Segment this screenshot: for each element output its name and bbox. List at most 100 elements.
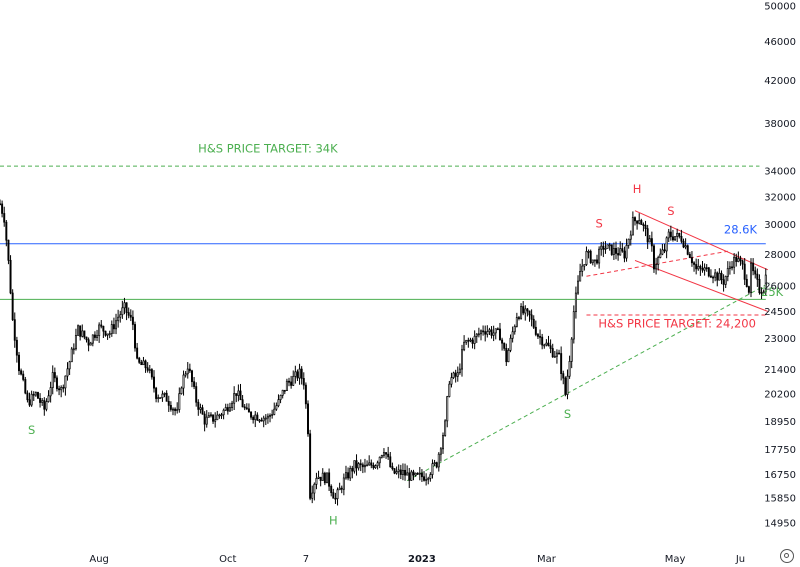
candle-body <box>277 399 280 407</box>
candle-body <box>15 339 18 356</box>
candle-body <box>707 267 710 277</box>
candle-body <box>513 326 516 333</box>
candle-body <box>311 492 314 499</box>
candle-body <box>593 259 596 262</box>
y-tick-label: 42000 <box>764 76 796 87</box>
candle-body <box>108 333 111 335</box>
candle-body <box>218 414 221 417</box>
candle-body <box>431 463 434 475</box>
y-tick-label: 18950 <box>764 417 796 428</box>
candle-body <box>477 333 480 336</box>
y-tick-label: 30000 <box>764 220 796 231</box>
candle-body <box>150 369 153 378</box>
candle-body <box>74 335 77 350</box>
candle-body <box>153 376 155 389</box>
candle-body <box>408 472 411 481</box>
candle-body <box>623 250 626 259</box>
candle-body <box>657 257 660 265</box>
candle-body <box>41 400 44 403</box>
y-tick-label: 46000 <box>764 37 796 48</box>
candle-body <box>220 414 223 417</box>
candle-body <box>416 472 419 475</box>
candle-body <box>62 386 65 389</box>
candle-body <box>43 400 46 410</box>
candle-body <box>652 245 655 270</box>
candle-body <box>482 330 485 333</box>
candle-body <box>762 291 765 294</box>
candle-body <box>505 348 508 363</box>
candle-body <box>486 331 489 335</box>
candle-body <box>260 419 263 422</box>
candle-body <box>195 386 198 403</box>
candle-body <box>45 401 48 410</box>
candle-body <box>258 419 261 422</box>
candle-body <box>720 272 723 281</box>
candle-body <box>659 253 662 258</box>
candle-body <box>28 399 31 406</box>
candle-body <box>425 479 428 481</box>
candle-body <box>551 348 554 358</box>
y-tick-label: 50000 <box>764 2 796 13</box>
candle-body <box>534 326 537 335</box>
candle-body <box>60 386 63 391</box>
y-tick-label: 17750 <box>764 445 796 456</box>
candle-body <box>340 487 343 490</box>
candle-body <box>167 400 170 406</box>
candle-body <box>294 371 297 377</box>
candle-body <box>163 392 166 395</box>
candle-body <box>722 279 725 285</box>
candle-body <box>667 231 670 239</box>
candle-body <box>262 417 265 422</box>
candle-body <box>321 472 324 481</box>
candle-body <box>20 370 23 375</box>
candle-body <box>79 325 82 337</box>
time-axis: Aug Oct 7 2023 Mar May Ju <box>89 554 745 565</box>
candle-body <box>598 248 601 264</box>
candle-body <box>490 329 493 336</box>
candle-body <box>507 349 510 363</box>
candle-body <box>328 472 331 487</box>
candle-body <box>323 472 326 484</box>
candle-body <box>144 360 147 369</box>
candle-body <box>522 306 525 314</box>
candle-body <box>562 373 565 379</box>
candle-body <box>515 317 518 327</box>
candle-body <box>566 375 569 395</box>
candle-body <box>686 245 689 255</box>
candle-body <box>743 263 746 280</box>
candle-body <box>621 248 624 252</box>
candle-body <box>410 471 413 481</box>
candle-body <box>72 348 75 351</box>
candle-body <box>596 259 598 264</box>
candle-body <box>233 393 236 404</box>
candle-body <box>290 381 293 386</box>
candle-body <box>733 256 736 268</box>
candle-body <box>456 372 459 377</box>
candle-body <box>68 361 71 370</box>
candle-body <box>467 339 470 342</box>
chart-settings-icon[interactable] <box>780 549 794 563</box>
candle-body <box>568 361 571 377</box>
candle-body <box>110 324 113 334</box>
candle-body <box>190 370 193 383</box>
candle-body <box>115 320 118 330</box>
candle-body <box>93 334 96 338</box>
candle-body <box>703 267 706 271</box>
candle-body <box>406 472 409 476</box>
candle-body <box>501 339 504 344</box>
candle-body <box>330 485 333 494</box>
candle-body <box>701 267 704 271</box>
candle-body <box>494 328 497 334</box>
candle-body <box>684 245 687 248</box>
candle-body <box>604 248 607 250</box>
candle-body <box>427 478 430 480</box>
candle-body <box>693 262 696 265</box>
candle-body <box>655 264 658 270</box>
candle-body <box>401 469 404 475</box>
candle-body <box>678 232 681 237</box>
candle-body <box>412 471 415 476</box>
candle-body <box>334 497 337 500</box>
trend-line <box>586 250 728 277</box>
candle-body <box>243 406 246 409</box>
